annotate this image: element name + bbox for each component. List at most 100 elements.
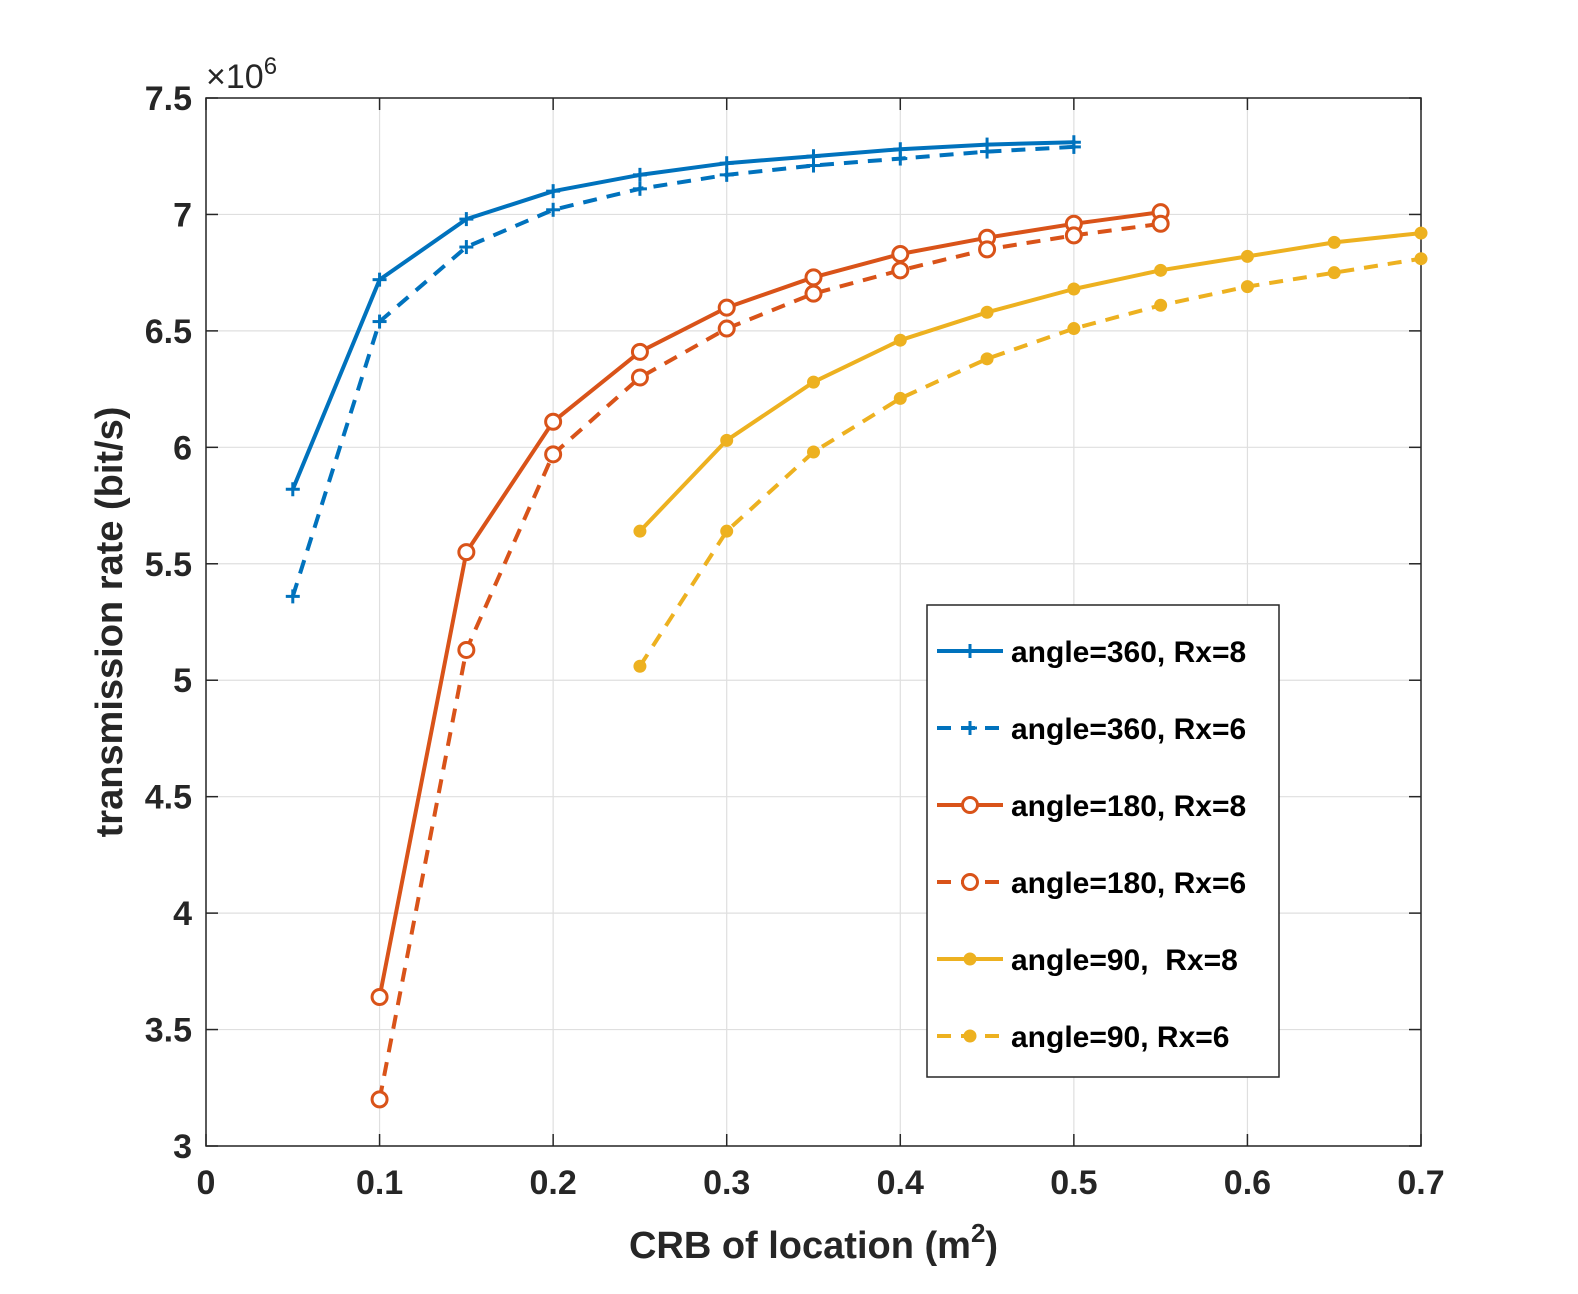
- data-point-dot: [633, 659, 647, 673]
- legend-label: angle=360, Rx=6: [1011, 713, 1246, 746]
- data-point-circle: [717, 319, 736, 338]
- data-point-dot: [807, 445, 820, 459]
- series: [633, 252, 1428, 673]
- x-tick-label: 0.3: [703, 1164, 750, 1202]
- x-axis-unit-exponent: 2: [971, 1218, 985, 1248]
- data-point-dot: [1067, 322, 1081, 336]
- legend-entry: angle=180, Rx=6: [937, 867, 1246, 900]
- y-tick-label: 6.5: [145, 313, 192, 351]
- data-point-plus: [980, 144, 995, 159]
- series-layer: [285, 135, 1428, 1109]
- legend-label: angle=360, Rx=8: [1011, 636, 1246, 669]
- data-point-dot: [963, 952, 977, 966]
- series: [370, 203, 1170, 1006]
- data-point-dot: [1414, 226, 1428, 240]
- legend-entry: angle=90, Rx=6: [937, 1021, 1229, 1054]
- legend-label: angle=90, Rx=6: [1011, 1021, 1229, 1054]
- series-line: [377, 221, 1161, 1100]
- data-point-dot: [980, 352, 994, 366]
- series: [370, 214, 1170, 1109]
- x-axis-title-text: CRB of location: [629, 1225, 914, 1267]
- data-point-plus: [372, 314, 387, 329]
- data-point-plus: [963, 721, 977, 735]
- legend-label: angle=180, Rx=8: [1011, 790, 1246, 823]
- plot-area-frame: [205, 97, 1422, 1147]
- data-point-circle: [457, 640, 476, 659]
- data-point-dot: [963, 1029, 977, 1043]
- legend-entry: angle=180, Rx=8: [937, 790, 1246, 823]
- data-point-circle: [370, 1090, 389, 1109]
- legend-entry: angle=90, Rx=8: [937, 944, 1238, 977]
- x-tick-label: 0: [197, 1164, 216, 1202]
- x-axis-unit-base: m: [937, 1225, 971, 1267]
- x-tick-label: 0.1: [356, 1164, 403, 1202]
- legend-box: [926, 604, 1280, 1078]
- legend: angle=360, Rx=8 angle=360, Rx=6 angle=180,…: [926, 604, 1280, 1078]
- data-point-plus: [459, 212, 474, 227]
- data-point-circle: [457, 543, 476, 562]
- x-tick-label: 0.2: [530, 1164, 577, 1202]
- data-point-dot: [1240, 249, 1254, 263]
- data-point-plus: [372, 272, 387, 287]
- data-point-dot: [1154, 263, 1168, 277]
- data-point-dot: [633, 524, 647, 538]
- data-point-circle: [717, 298, 736, 317]
- data-point-dot: [807, 375, 820, 389]
- data-point-dot: [1327, 235, 1341, 249]
- data-point-circle: [891, 261, 910, 280]
- y-axis-title: transmission rate (bit/s): [89, 407, 131, 838]
- data-point-circle: [370, 987, 389, 1006]
- y-tick-label: 7: [173, 196, 192, 234]
- data-point-circle: [891, 245, 910, 264]
- data-point-plus: [546, 184, 561, 199]
- series-line: [638, 256, 1422, 668]
- data-point-circle: [961, 873, 979, 891]
- y-tick-label: 3.5: [145, 1012, 192, 1050]
- data-point-circle: [630, 342, 649, 361]
- data-point-circle: [804, 284, 823, 303]
- data-point-dot: [1240, 280, 1254, 294]
- data-point-dot: [1414, 252, 1428, 266]
- data-point-dot: [1067, 282, 1081, 296]
- series-line: [638, 231, 1422, 533]
- data-point-circle: [978, 240, 997, 259]
- data-point-plus: [719, 167, 734, 182]
- x-tick-label: 0.5: [1050, 1164, 1097, 1202]
- axis-ticks: 0 0.1 0.2 0.3 0.4 0.5 0.6 0.7 3 3.5 4 4.5 5 5.5 6 6.5 7 7…: [145, 80, 1445, 1202]
- data-point-dot: [720, 433, 734, 447]
- x-tick-label: 0.6: [1224, 1164, 1271, 1202]
- legend-label: angle=180, Rx=6: [1011, 867, 1246, 900]
- data-point-dot: [1154, 298, 1168, 312]
- data-point-dot: [720, 524, 734, 538]
- series-line: [377, 210, 1161, 998]
- x-tick-label: 0.7: [1397, 1164, 1444, 1202]
- data-point-circle: [544, 445, 563, 464]
- data-point-plus: [285, 482, 300, 497]
- data-point-plus: [806, 158, 821, 173]
- data-point-circle: [1064, 226, 1083, 245]
- series: [633, 226, 1428, 538]
- series: [285, 139, 1081, 604]
- legend-entry: angle=360, Rx=8: [937, 636, 1246, 669]
- data-point-circle: [961, 796, 979, 814]
- data-point-dot: [893, 391, 907, 405]
- data-point-plus: [632, 181, 647, 196]
- data-point-circle: [544, 412, 563, 431]
- y-tick-label: 5.5: [145, 546, 192, 584]
- data-point-plus: [963, 644, 977, 658]
- y-tick-label: 5: [173, 662, 192, 700]
- y-tick-label: 3: [173, 1128, 192, 1166]
- y-tick-label: 7.5: [145, 80, 192, 118]
- data-point-plus: [285, 589, 300, 604]
- series-line: [290, 144, 1075, 598]
- data-point-plus: [459, 240, 474, 255]
- series: [285, 135, 1081, 497]
- series-line: [290, 140, 1074, 491]
- legend-label: angle=90, Rx=8: [1011, 944, 1238, 977]
- data-point-plus: [632, 167, 647, 182]
- y-multiplier-exponent: 6: [264, 53, 277, 80]
- data-point-dot: [980, 305, 994, 319]
- x-axis-title: CRB of location (m2): [629, 1218, 998, 1267]
- data-point-circle: [1151, 214, 1170, 233]
